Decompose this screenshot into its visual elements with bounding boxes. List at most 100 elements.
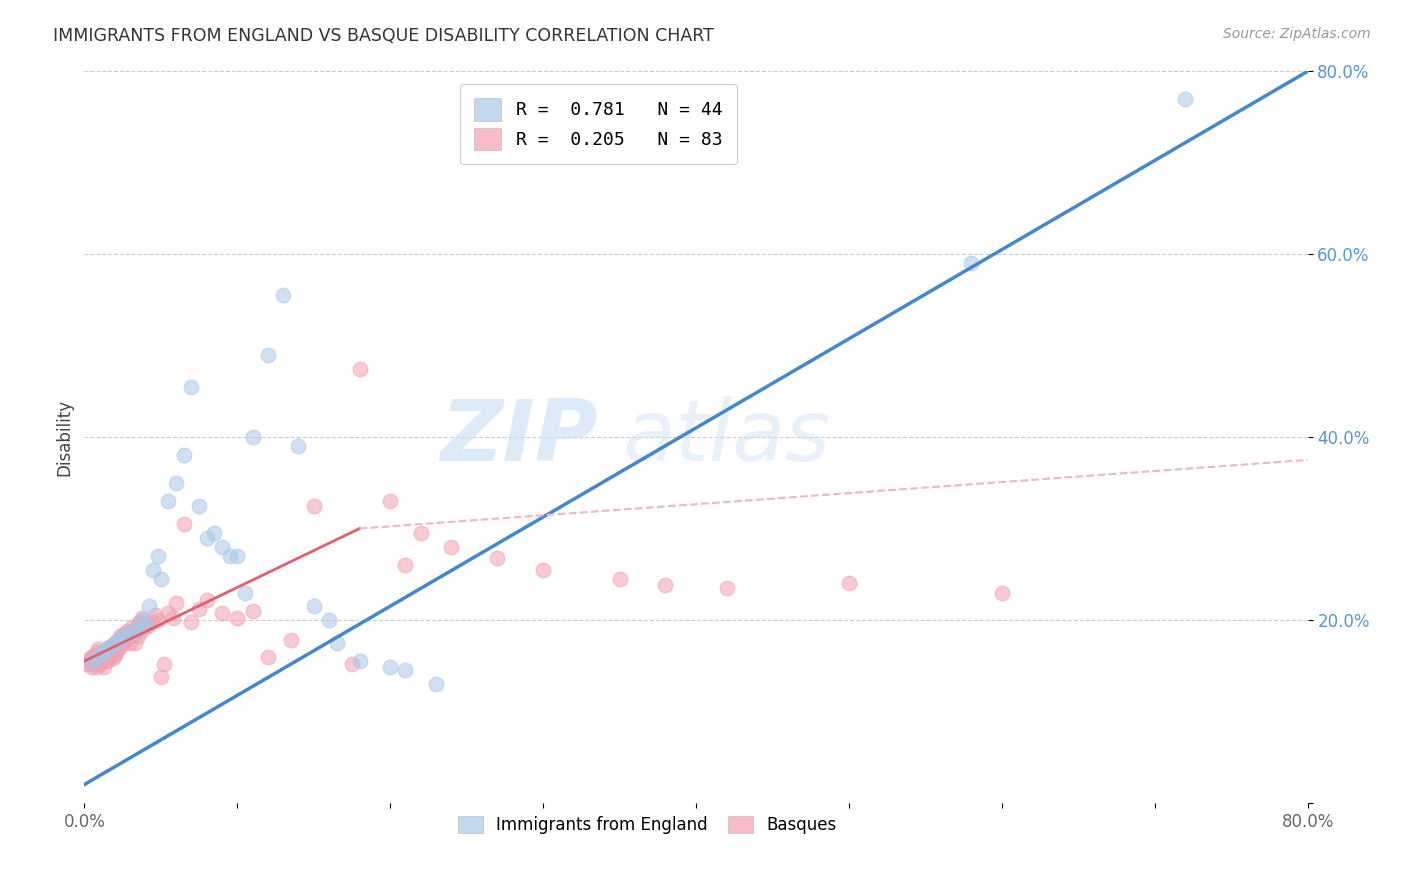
Point	[120, 636, 142, 650]
Point	[120, 625, 142, 640]
Point	[716, 581, 738, 595]
Point	[188, 499, 211, 513]
Point	[91, 654, 114, 668]
Point	[98, 648, 121, 662]
Point	[211, 540, 233, 554]
Point	[101, 642, 124, 657]
Point	[1174, 92, 1197, 106]
Y-axis label: Disability: Disability	[55, 399, 73, 475]
Point	[115, 624, 138, 638]
Point	[146, 613, 169, 627]
Point	[79, 651, 101, 665]
Point	[80, 649, 103, 664]
Point	[157, 606, 180, 620]
Point	[89, 657, 111, 671]
Point	[89, 649, 111, 664]
Point	[173, 448, 195, 462]
Point	[127, 622, 149, 636]
Point	[131, 613, 153, 627]
Point	[129, 624, 152, 638]
Point	[89, 648, 111, 662]
Point	[143, 608, 166, 623]
Point	[103, 651, 125, 665]
Point	[97, 640, 120, 655]
Text: atlas: atlas	[623, 395, 831, 479]
Legend: Immigrants from England, Basques: Immigrants from England, Basques	[450, 807, 845, 842]
Point	[118, 629, 141, 643]
Point	[157, 494, 180, 508]
Point	[101, 639, 124, 653]
Point	[127, 617, 149, 632]
Point	[349, 361, 371, 376]
Point	[135, 617, 157, 632]
Point	[84, 648, 107, 662]
Point	[135, 620, 157, 634]
Point	[94, 642, 117, 657]
Point	[101, 639, 124, 653]
Point	[609, 572, 631, 586]
Point	[486, 550, 509, 565]
Point	[162, 611, 184, 625]
Point	[122, 624, 145, 638]
Point	[425, 677, 447, 691]
Point	[128, 615, 150, 629]
Point	[531, 563, 554, 577]
Point	[991, 585, 1014, 599]
Point	[165, 475, 187, 490]
Point	[149, 572, 172, 586]
Point	[138, 599, 160, 614]
Point	[394, 558, 416, 573]
Point	[287, 439, 309, 453]
Point	[180, 615, 202, 629]
Point	[104, 636, 127, 650]
Point	[173, 516, 195, 531]
Point	[84, 651, 107, 665]
Point	[80, 654, 103, 668]
Point	[188, 602, 211, 616]
Point	[112, 626, 135, 640]
Point	[149, 670, 172, 684]
Point	[87, 642, 110, 657]
Point	[394, 663, 416, 677]
Point	[111, 632, 134, 646]
Point	[122, 626, 145, 640]
Point	[349, 654, 371, 668]
Point	[242, 430, 264, 444]
Point	[76, 657, 98, 671]
Point	[131, 611, 153, 625]
Point	[380, 494, 402, 508]
Point	[340, 657, 363, 671]
Point	[325, 636, 347, 650]
Point	[280, 633, 302, 648]
Point	[380, 660, 402, 674]
Point	[142, 563, 165, 577]
Point	[654, 578, 676, 592]
Point	[838, 576, 860, 591]
Point	[86, 645, 108, 659]
Point	[302, 599, 325, 614]
Point	[112, 629, 135, 643]
Point	[111, 636, 134, 650]
Point	[127, 629, 149, 643]
Point	[257, 348, 280, 362]
Point	[114, 633, 136, 648]
Text: Source: ZipAtlas.com: Source: ZipAtlas.com	[1223, 27, 1371, 41]
Point	[125, 624, 148, 638]
Point	[271, 288, 294, 302]
Point	[440, 540, 463, 554]
Point	[94, 651, 117, 665]
Point	[83, 657, 105, 671]
Point	[110, 632, 132, 646]
Point	[195, 531, 218, 545]
Point	[91, 645, 114, 659]
Point	[107, 633, 129, 648]
Text: ZIP: ZIP	[440, 395, 598, 479]
Point	[226, 611, 249, 625]
Point	[180, 380, 202, 394]
Point	[97, 649, 120, 664]
Point	[302, 499, 325, 513]
Point	[409, 526, 432, 541]
Point	[202, 526, 225, 541]
Point	[90, 647, 112, 661]
Point	[86, 660, 108, 674]
